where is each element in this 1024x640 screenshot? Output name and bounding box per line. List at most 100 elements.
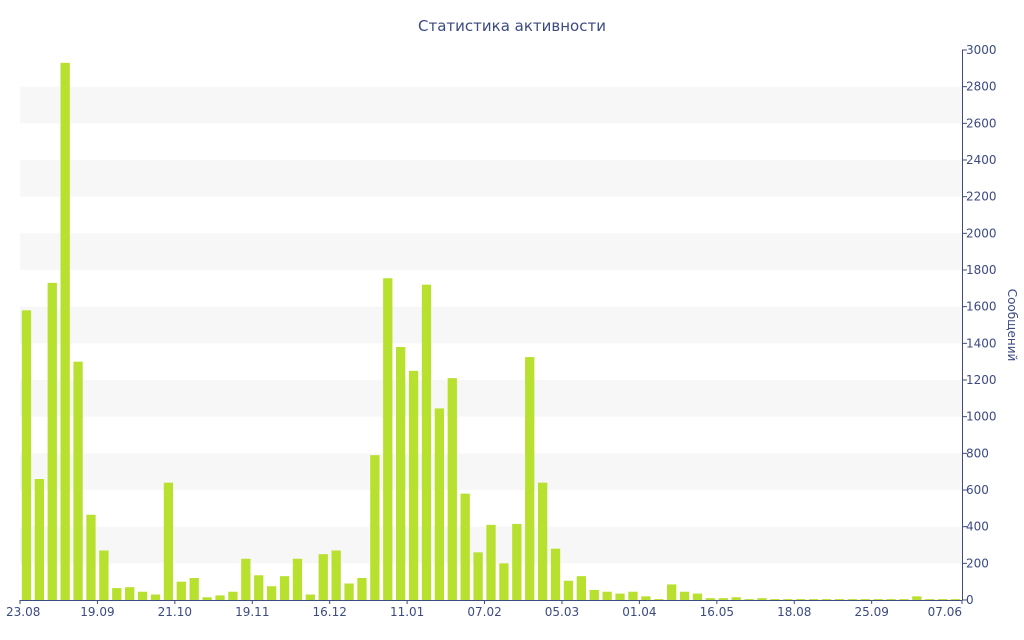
bar bbox=[628, 591, 638, 600]
bar bbox=[912, 596, 922, 600]
bar bbox=[357, 578, 367, 600]
bar bbox=[112, 588, 122, 600]
bar bbox=[254, 575, 264, 600]
bar bbox=[925, 599, 935, 600]
bar bbox=[163, 482, 174, 600]
bar bbox=[202, 597, 212, 600]
y-tick-label: 2200 bbox=[966, 190, 997, 204]
y-tick-label: 1000 bbox=[966, 410, 997, 424]
y-tick-label: 1400 bbox=[966, 336, 997, 350]
bar bbox=[99, 550, 109, 600]
bar bbox=[125, 587, 135, 600]
bar bbox=[589, 589, 599, 600]
x-tick-label: 16.05 bbox=[700, 605, 734, 619]
y-tick-label: 600 bbox=[966, 483, 989, 497]
bar bbox=[421, 284, 432, 600]
bar bbox=[718, 598, 728, 600]
bar bbox=[460, 493, 470, 600]
bar bbox=[176, 581, 186, 600]
grid-band bbox=[20, 380, 962, 417]
y-tick-label: 1200 bbox=[966, 373, 997, 387]
x-tick-label: 21.10 bbox=[158, 605, 192, 619]
bar bbox=[576, 576, 586, 600]
bar bbox=[331, 550, 341, 600]
bar bbox=[60, 62, 70, 601]
y-ticks: 0 200 400 600 800 1000 1200 1400 1600 1800 2000 220… bbox=[962, 43, 997, 607]
bar bbox=[408, 370, 419, 600]
bar bbox=[783, 599, 793, 600]
x-tick-label: 19.11 bbox=[235, 605, 269, 619]
bar bbox=[86, 514, 96, 600]
x-tick-label: 18.08 bbox=[777, 605, 811, 619]
x-tick-label: 16.12 bbox=[313, 605, 347, 619]
bar bbox=[473, 552, 483, 600]
y-tick-label: 3000 bbox=[966, 43, 997, 57]
x-tick-label: 23.08 bbox=[6, 605, 40, 619]
grid-band bbox=[20, 160, 962, 197]
bar bbox=[512, 523, 522, 600]
chart-title: Статистика активности bbox=[418, 17, 606, 35]
x-tick-label: 07.02 bbox=[467, 605, 501, 619]
bar bbox=[692, 593, 703, 600]
bar bbox=[873, 599, 883, 600]
bar bbox=[137, 591, 148, 600]
bar bbox=[821, 599, 832, 600]
bar bbox=[679, 591, 690, 600]
bar bbox=[937, 599, 948, 600]
bar bbox=[641, 596, 651, 600]
bar bbox=[847, 599, 857, 600]
bar bbox=[537, 482, 548, 600]
bar bbox=[860, 599, 870, 600]
grid-band bbox=[20, 86, 962, 124]
y-tick-label: 1800 bbox=[966, 263, 997, 277]
y-tick-label: 400 bbox=[966, 520, 989, 534]
y-tick-label: 1600 bbox=[966, 300, 997, 314]
y-tick-label: 2400 bbox=[966, 153, 997, 167]
bar bbox=[834, 599, 845, 600]
bar bbox=[344, 583, 354, 600]
bar bbox=[21, 310, 32, 600]
y-tick-label: 2800 bbox=[966, 80, 997, 94]
grid-band bbox=[20, 306, 962, 344]
x-tick-label: 01.04 bbox=[622, 605, 656, 619]
x-tick-label: 19.09 bbox=[80, 605, 114, 619]
bar bbox=[150, 594, 161, 600]
bar bbox=[602, 591, 612, 600]
bar bbox=[525, 357, 535, 600]
bar bbox=[654, 599, 664, 600]
grid-band bbox=[20, 453, 962, 490]
x-tick-label: 11.01 bbox=[390, 605, 424, 619]
y-tick-label: 0 bbox=[966, 593, 974, 607]
bar bbox=[667, 584, 677, 600]
x-tick-label: 25.09 bbox=[854, 605, 888, 619]
bar bbox=[292, 558, 303, 600]
x-tick-label: 05.03 bbox=[545, 605, 579, 619]
bar bbox=[47, 282, 57, 600]
bar bbox=[34, 479, 45, 600]
bar bbox=[370, 455, 380, 600]
y-tick-label: 800 bbox=[966, 446, 989, 460]
y-axis-label: Сообщений bbox=[1005, 289, 1019, 362]
bar bbox=[563, 580, 574, 600]
bar bbox=[241, 558, 251, 600]
bar bbox=[808, 599, 819, 600]
bar bbox=[318, 554, 328, 600]
bar bbox=[279, 576, 290, 600]
bar bbox=[305, 594, 315, 600]
bar bbox=[550, 548, 561, 600]
bar bbox=[396, 347, 406, 600]
bars bbox=[21, 62, 961, 601]
bar bbox=[447, 378, 457, 600]
bar bbox=[228, 591, 238, 600]
bar bbox=[744, 599, 754, 600]
bar bbox=[796, 599, 806, 600]
bar bbox=[266, 586, 277, 600]
bar bbox=[899, 599, 909, 600]
bar bbox=[499, 563, 509, 600]
bar bbox=[705, 598, 716, 600]
y-tick-label: 2600 bbox=[966, 116, 997, 130]
grid-band bbox=[20, 233, 962, 270]
bar bbox=[757, 598, 767, 600]
bar bbox=[886, 599, 896, 600]
